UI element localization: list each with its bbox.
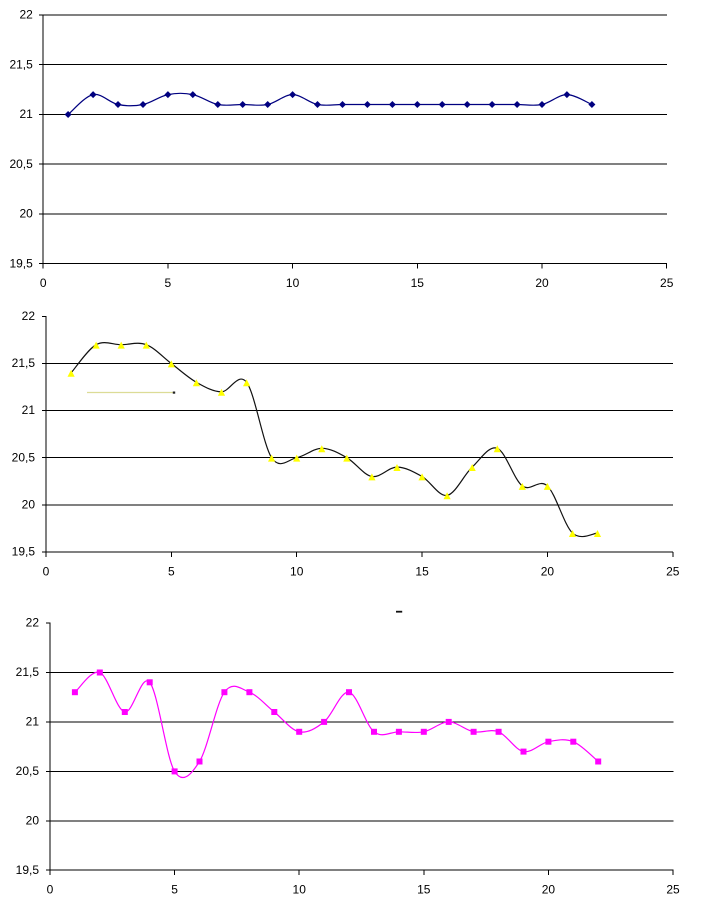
svg-text:22: 22 xyxy=(19,8,33,22)
svg-text:0: 0 xyxy=(43,564,50,578)
svg-text:15: 15 xyxy=(411,276,425,290)
svg-text:20,5: 20,5 xyxy=(9,157,33,171)
svg-text:10: 10 xyxy=(286,276,300,290)
svg-text:21,5: 21,5 xyxy=(9,57,33,71)
svg-text:22: 22 xyxy=(26,616,40,630)
svg-text:20: 20 xyxy=(19,207,33,221)
svg-text:5: 5 xyxy=(168,564,175,578)
svg-text:20: 20 xyxy=(26,813,40,827)
svg-text:19,5: 19,5 xyxy=(9,256,33,270)
svg-text:21,5: 21,5 xyxy=(12,356,36,370)
svg-text:25: 25 xyxy=(666,564,680,578)
svg-text:20,5: 20,5 xyxy=(12,450,36,464)
svg-text:21: 21 xyxy=(19,107,33,121)
svg-text:20: 20 xyxy=(535,276,549,290)
svg-text:22: 22 xyxy=(22,309,36,323)
svg-text:25: 25 xyxy=(660,276,674,290)
svg-text:15: 15 xyxy=(415,564,429,578)
svg-text:19,5: 19,5 xyxy=(12,545,36,559)
svg-text:15: 15 xyxy=(417,883,431,897)
svg-text:5: 5 xyxy=(165,276,172,290)
svg-text:20,5: 20,5 xyxy=(16,764,40,778)
svg-text:0: 0 xyxy=(40,276,47,290)
svg-text:21,5: 21,5 xyxy=(16,665,40,679)
svg-text:0: 0 xyxy=(47,883,54,897)
svg-text:20: 20 xyxy=(542,883,556,897)
svg-text:25: 25 xyxy=(666,883,680,897)
svg-text:10: 10 xyxy=(293,883,307,897)
svg-text:20: 20 xyxy=(22,497,36,511)
svg-text:21: 21 xyxy=(26,715,40,729)
svg-text:20: 20 xyxy=(541,564,555,578)
svg-text:21: 21 xyxy=(22,403,36,417)
svg-text:19,5: 19,5 xyxy=(16,863,40,877)
svg-text:5: 5 xyxy=(171,883,178,897)
svg-text:10: 10 xyxy=(290,564,304,578)
